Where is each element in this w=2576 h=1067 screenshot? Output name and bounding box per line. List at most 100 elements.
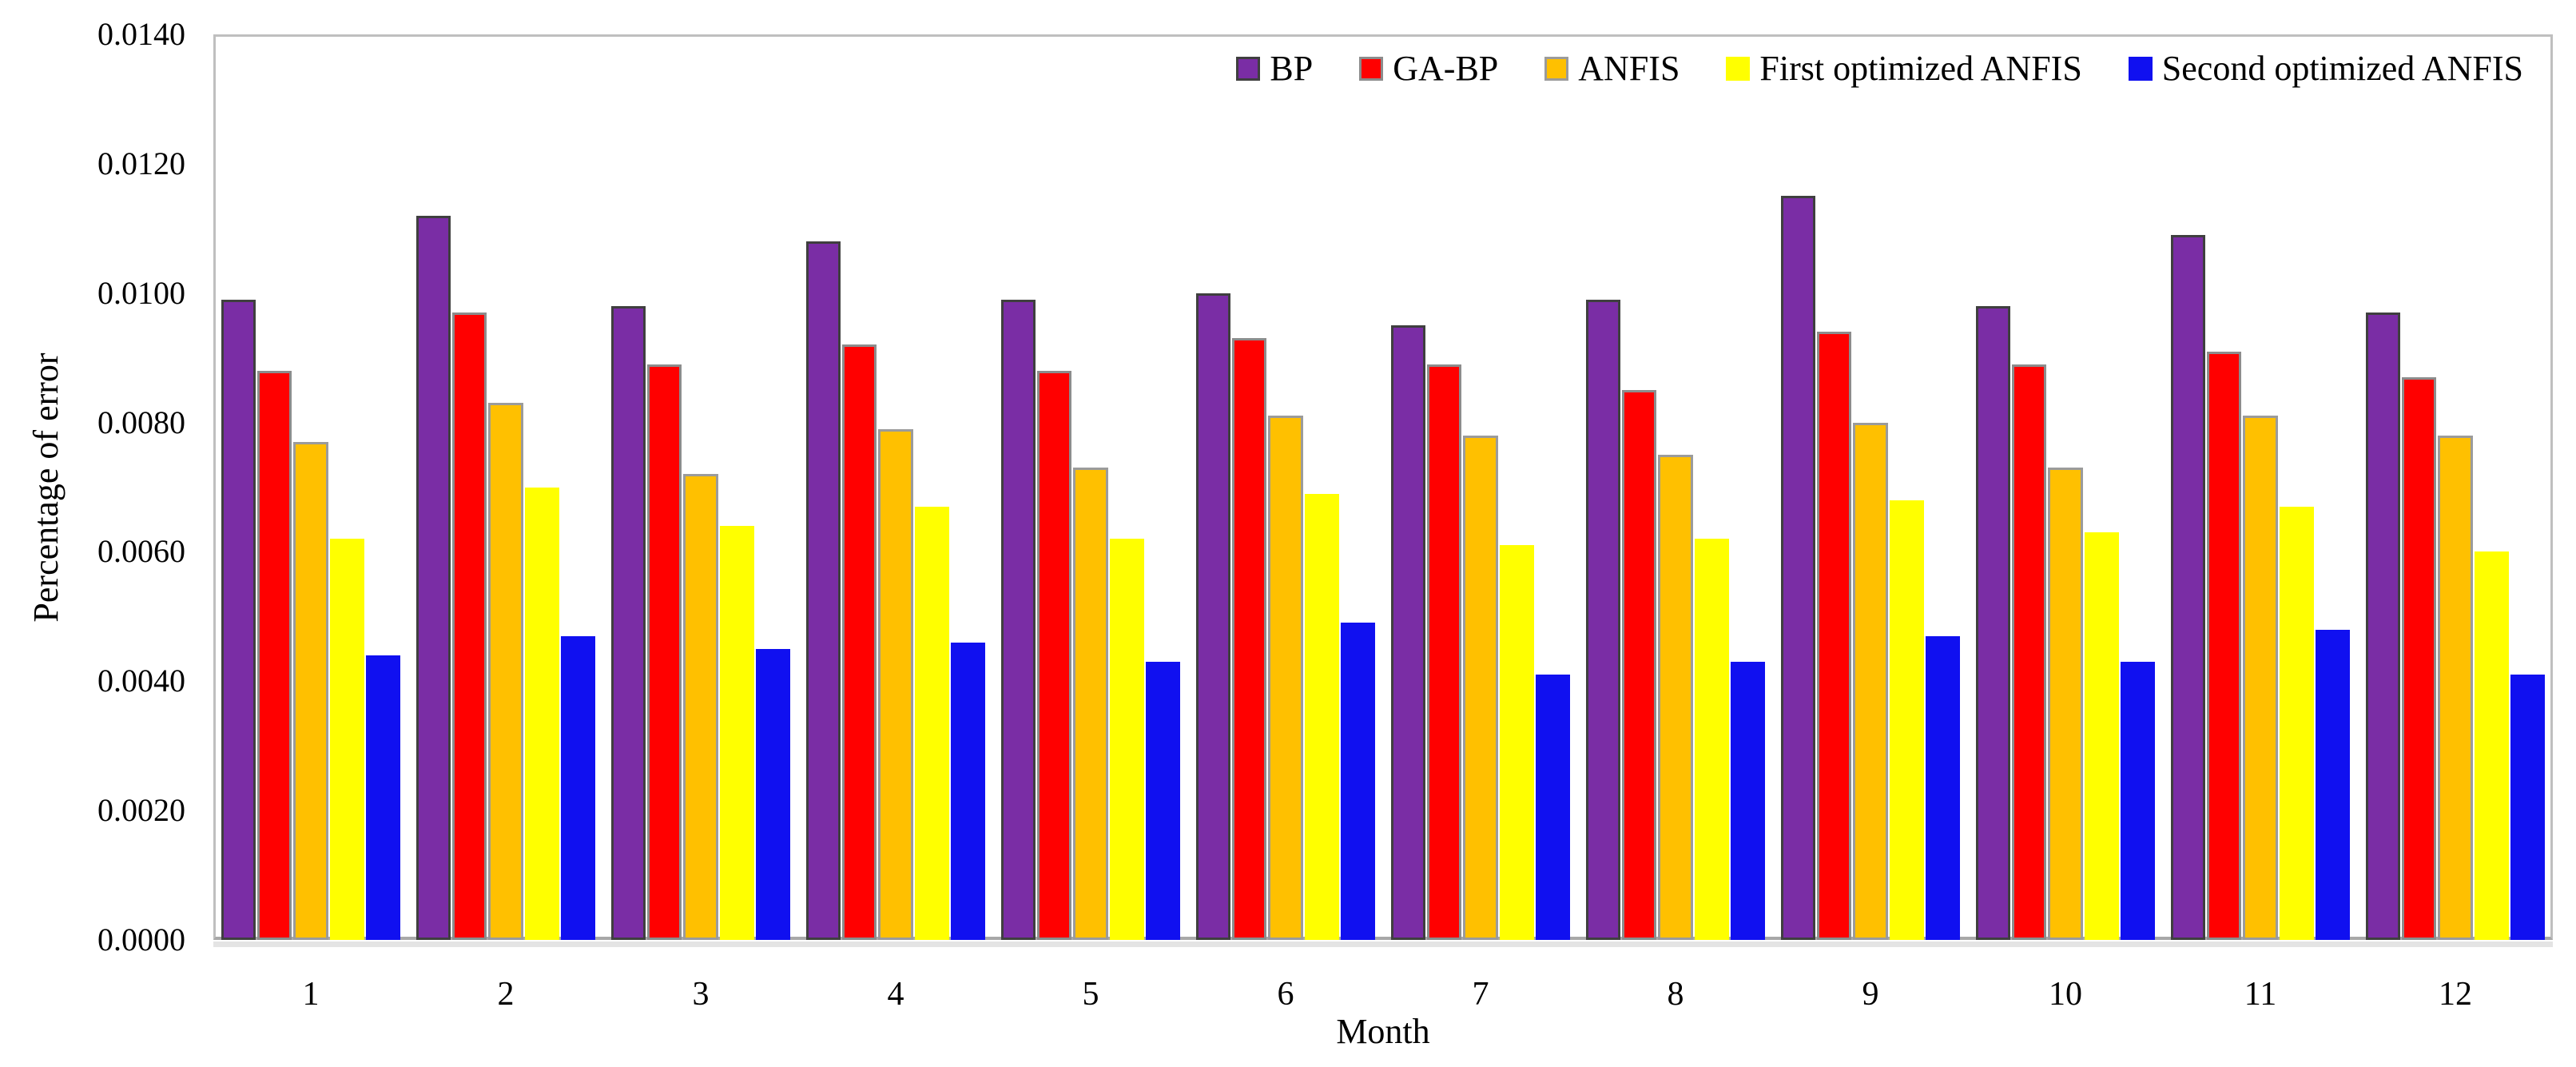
bar-first-optimized-anfis-month-6 — [1304, 493, 1339, 940]
bar-second-optimized-anfis-month-1 — [365, 655, 400, 940]
legend-swatch-icon — [1359, 57, 1384, 81]
bar-second-optimized-anfis-month-5 — [1145, 662, 1180, 940]
bar-bp-month-5 — [1001, 299, 1036, 940]
bar-first-optimized-anfis-month-4 — [914, 506, 949, 940]
y-tick-label: 0.0100 — [97, 274, 185, 311]
bar-second-optimized-anfis-month-2 — [560, 635, 595, 940]
bar-second-optimized-anfis-month-9 — [1925, 635, 1960, 940]
bar-first-optimized-anfis-month-3 — [719, 526, 754, 940]
bar-ga-bp-month-5 — [1037, 370, 1072, 940]
bar-bp-month-12 — [2366, 312, 2401, 940]
y-tick-label: 0.0020 — [97, 792, 185, 829]
bar-first-optimized-anfis-month-7 — [1499, 545, 1534, 940]
x-tick-label-month-11: 11 — [2244, 976, 2277, 1013]
bar-second-optimized-anfis-month-4 — [950, 642, 985, 940]
bar-bp-month-1 — [221, 299, 256, 940]
x-axis-title: Month — [1336, 1012, 1430, 1051]
bar-anfis-month-3 — [683, 474, 718, 940]
y-axis-title: Percentage of error — [26, 352, 66, 623]
bar-ga-bp-month-3 — [647, 364, 682, 940]
x-tick-label-month-7: 7 — [1472, 976, 1489, 1013]
legend-swatch-icon — [1726, 57, 1751, 81]
bar-second-optimized-anfis-month-10 — [2120, 662, 2155, 940]
legend-label: First optimized ANFIS — [1759, 49, 2082, 88]
legend-item-first-optimized-anfis: First optimized ANFIS — [1726, 45, 2082, 93]
bar-bp-month-10 — [1976, 305, 2011, 940]
bar-anfis-month-12 — [2438, 435, 2473, 940]
legend-swatch-icon — [2128, 57, 2153, 81]
bar-anfis-month-6 — [1268, 416, 1303, 940]
plot-area — [213, 34, 2553, 940]
legend-label: Second optimized ANFIS — [2161, 49, 2523, 88]
legend-item-anfis: ANFIS — [1544, 45, 1680, 93]
legend: BP GA-BP ANFIS First optimized ANFIS Second … — [1236, 45, 2523, 93]
bar-ga-bp-month-8 — [1622, 390, 1657, 940]
x-tick-label-month-6: 6 — [1277, 976, 1294, 1013]
x-tick-label-month-2: 2 — [497, 976, 515, 1013]
y-tick-label: 0.0060 — [97, 533, 185, 570]
legend-label: ANFIS — [1578, 49, 1680, 88]
bar-anfis-month-1 — [293, 441, 328, 940]
bar-second-optimized-anfis-month-12 — [2510, 675, 2545, 940]
bar-second-optimized-anfis-month-6 — [1340, 623, 1375, 940]
x-tick-label-month-10: 10 — [2049, 976, 2082, 1013]
bar-ga-bp-month-9 — [1817, 332, 1852, 940]
bar-first-optimized-anfis-month-10 — [2084, 532, 2119, 940]
y-tick-label: 0.0080 — [97, 404, 185, 440]
bar-first-optimized-anfis-month-9 — [1889, 500, 1924, 940]
bar-anfis-month-7 — [1463, 435, 1498, 940]
legend-swatch-icon — [1236, 57, 1261, 81]
bar-bp-month-11 — [2171, 234, 2206, 940]
bar-bp-month-3 — [611, 305, 646, 940]
y-tick-label: 0.0140 — [97, 16, 185, 52]
legend-item-bp: BP — [1236, 45, 1313, 93]
bar-first-optimized-anfis-month-2 — [524, 487, 559, 940]
bar-anfis-month-4 — [878, 428, 913, 940]
bar-ga-bp-month-1 — [257, 370, 292, 940]
x-tick-label-month-8: 8 — [1667, 976, 1684, 1013]
legend-swatch-icon — [1544, 57, 1569, 81]
bar-bp-month-4 — [806, 241, 841, 940]
bar-second-optimized-anfis-month-3 — [755, 648, 790, 940]
x-tick-label-month-4: 4 — [887, 976, 904, 1013]
bar-bp-month-2 — [416, 215, 451, 940]
bar-bp-month-7 — [1391, 325, 1426, 940]
x-axis-line — [213, 942, 2553, 947]
bar-bp-month-9 — [1781, 196, 1816, 940]
x-tick-label-month-1: 1 — [302, 976, 320, 1013]
bar-ga-bp-month-12 — [2402, 376, 2437, 940]
legend-label: GA-BP — [1393, 49, 1499, 88]
x-tick-label-month-12: 12 — [2439, 976, 2472, 1013]
bar-anfis-month-9 — [1853, 422, 1888, 940]
x-tick-label-month-3: 3 — [692, 976, 710, 1013]
bar-bp-month-6 — [1196, 293, 1231, 940]
bar-ga-bp-month-2 — [452, 312, 487, 940]
x-tick-label-month-9: 9 — [1862, 976, 1879, 1013]
bar-ga-bp-month-4 — [842, 344, 877, 940]
y-tick-label: 0.0120 — [97, 145, 185, 181]
bar-first-optimized-anfis-month-12 — [2474, 551, 2509, 940]
bar-anfis-month-5 — [1073, 468, 1108, 940]
bar-anfis-month-8 — [1658, 455, 1693, 940]
legend-item-second-optimized-anfis: Second optimized ANFIS — [2128, 45, 2523, 93]
bar-ga-bp-month-10 — [2012, 364, 2047, 940]
bar-second-optimized-anfis-month-8 — [1730, 662, 1765, 940]
bar-second-optimized-anfis-month-7 — [1535, 675, 1570, 940]
x-tick-label-month-5: 5 — [1082, 976, 1099, 1013]
bar-ga-bp-month-11 — [2207, 351, 2242, 940]
legend-label: BP — [1270, 49, 1314, 88]
bar-anfis-month-2 — [488, 403, 523, 940]
legend-item-ga-bp: GA-BP — [1359, 45, 1498, 93]
y-tick-label: 0.0040 — [97, 663, 185, 699]
bar-first-optimized-anfis-month-8 — [1694, 539, 1729, 940]
bar-bp-month-8 — [1586, 299, 1621, 940]
bar-ga-bp-month-6 — [1232, 338, 1267, 940]
y-tick-label: 0.0000 — [97, 922, 185, 958]
bar-first-optimized-anfis-month-11 — [2279, 506, 2314, 940]
bar-first-optimized-anfis-month-5 — [1109, 539, 1144, 940]
bar-ga-bp-month-7 — [1427, 364, 1462, 940]
bar-second-optimized-anfis-month-11 — [2315, 629, 2350, 940]
bar-first-optimized-anfis-month-1 — [329, 539, 364, 940]
bar-anfis-month-11 — [2243, 416, 2278, 940]
